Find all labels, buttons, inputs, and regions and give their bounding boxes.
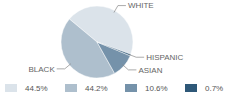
legend-label: 44.2% [85,84,108,93]
legend: 44.5% 44.2% 10.6% 0.7% [5,84,223,93]
legend-swatch [5,84,17,92]
slice-labels: WHITE BLACK ASIAN HISPANIC [28,1,183,74]
leader-line [122,65,136,70]
leader-line [129,54,144,57]
legend-label: 44.5% [25,84,48,93]
leader-line [114,6,126,13]
slice-label: BLACK [28,65,55,74]
chart: WHITE BLACK ASIAN HISPANIC 44.5% 44.2% 10.6% 0.… [0,0,240,100]
pie-slice [97,42,131,56]
pie-slice [97,42,130,73]
legend-swatch [185,84,197,92]
legend-swatch [65,84,77,92]
slice-label: WHITE [128,1,154,10]
legend-swatch [125,84,137,92]
leader-line [57,64,71,69]
legend-label: 0.7% [205,84,223,93]
legend-label: 10.6% [145,84,168,93]
slice-label: HISPANIC [146,53,183,62]
pie [61,6,133,78]
slice-label: ASIAN [138,66,162,75]
